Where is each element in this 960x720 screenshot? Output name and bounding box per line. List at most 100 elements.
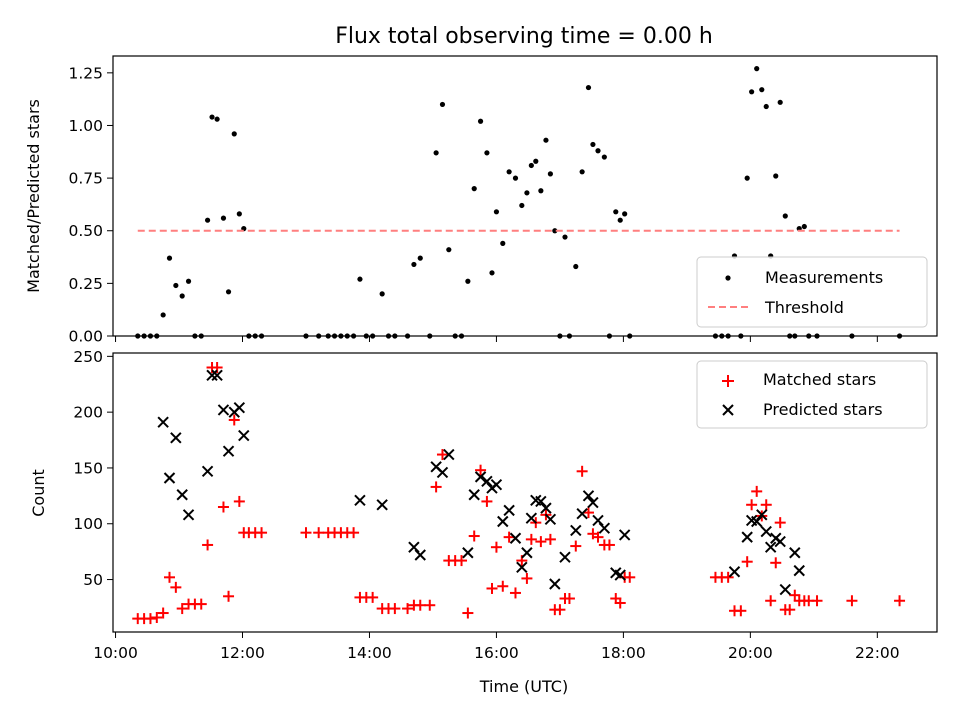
predicted-star-point (354, 494, 366, 507)
matched-star-point (735, 605, 747, 617)
measurement-point (773, 173, 779, 179)
matched-star-point (486, 582, 498, 594)
top-y-axis-label: Matched/Predicted stars (24, 99, 43, 293)
matched-star-point (846, 595, 858, 607)
matched-star-point (603, 539, 615, 551)
predicted-star-point (779, 583, 791, 596)
measurement-point (763, 103, 769, 110)
matched-star-point (313, 527, 325, 539)
y-tick-label: 0.75 (68, 170, 103, 188)
matched-star-point (348, 527, 360, 539)
measurement-point (411, 261, 417, 268)
matched-star-point (468, 530, 480, 542)
measurement-point (209, 114, 215, 120)
matched-star-point (436, 449, 448, 461)
matched-star-point (176, 603, 188, 615)
predicted-star-point (576, 507, 588, 520)
matched-star-point (770, 557, 782, 569)
measurement-point (533, 158, 539, 164)
matched-star-point (774, 517, 786, 529)
predicted-star-point (481, 475, 493, 488)
measurement-point (579, 169, 585, 175)
top-legend: Measurements Threshold (696, 256, 928, 328)
measurement-point (160, 312, 166, 318)
matched-star-point (402, 603, 414, 615)
top-chart-title: Flux total observing time = 0.00 h (335, 24, 713, 49)
x-tick-label: 18:00 (601, 644, 646, 662)
matched-star-point (789, 589, 801, 601)
predicted-star-point (176, 489, 188, 501)
y-tick-label: 100 (73, 515, 103, 533)
matched-star-point (503, 531, 515, 543)
measurement-point (519, 202, 525, 209)
predicted-star-point (570, 524, 582, 537)
measurement-point (477, 118, 484, 124)
matched-star-point (765, 595, 777, 607)
matched-star-point (746, 499, 758, 511)
predicted-star-point (206, 369, 218, 382)
measurement-point (601, 154, 607, 160)
measurement-point (506, 169, 512, 175)
matched-star-point (497, 580, 509, 592)
measurement-point (471, 186, 477, 192)
predicted-star-point (764, 541, 777, 553)
predicted-star-point (618, 529, 631, 541)
predicted-star-point (503, 504, 515, 517)
measurement-point (166, 255, 173, 261)
y-tick-label: 0.00 (68, 328, 103, 346)
y-tick-label: 1.00 (68, 117, 103, 135)
x-tick-label: 14:00 (347, 644, 392, 662)
x-tick-label: 20:00 (728, 644, 773, 662)
predicted-star-point (774, 535, 786, 548)
matched-star-point (554, 604, 566, 616)
matched-star-point (509, 587, 521, 599)
y-tick-label: 150 (73, 459, 103, 477)
predicted-star-point (414, 549, 426, 561)
legend-label-matched-stars: Matched stars (763, 370, 876, 389)
matched-star-point (195, 598, 207, 610)
x-axis-label: Time (UTC) (479, 677, 568, 696)
measurement-point (562, 234, 568, 240)
predicted-star-point (521, 547, 533, 559)
predicted-star-point (217, 404, 230, 416)
predicted-star-point (376, 499, 388, 511)
matched-star-point (256, 527, 268, 539)
matched-star-point (217, 501, 229, 513)
matched-star-point (163, 571, 175, 583)
predicted-star-point (544, 513, 557, 525)
measurement-point (782, 213, 788, 219)
measurement-point (585, 84, 592, 91)
legend-marker-measurements (725, 275, 731, 281)
measurement-point (493, 209, 500, 215)
matched-star-point (592, 531, 604, 543)
measurement-point (379, 291, 385, 297)
predicted-star-point (468, 489, 480, 501)
predicted-star-point (497, 515, 509, 528)
matched-star-point (233, 495, 245, 507)
matched-star-point (475, 464, 487, 476)
matched-star-point (784, 604, 796, 616)
predicted-star-point (592, 514, 604, 527)
matched-star-point (202, 539, 214, 551)
predicted-star-point (509, 532, 522, 544)
measurement-point (754, 66, 760, 72)
predicted-star-point (751, 515, 763, 528)
matched-star-point (300, 527, 312, 539)
measurement-point (231, 131, 237, 137)
measurement-point (236, 211, 242, 217)
matched-star-point (624, 571, 636, 583)
matched-star-point (760, 499, 772, 511)
matched-star-point (570, 540, 582, 552)
measurement-point (446, 247, 452, 253)
bottom-panel: 50 100 150 200 250 10:00 12:00 14:00 16:00 18:00 2… (73, 348, 938, 662)
axes-frame (112, 352, 938, 633)
predicted-star-point (163, 472, 176, 484)
predicted-star-point (182, 509, 195, 521)
y-tick-label: 1.25 (68, 64, 103, 82)
x-tick-label: 16:00 (474, 644, 519, 662)
matched-star-point (614, 597, 626, 609)
predicted-star-point (170, 432, 182, 444)
axes-frame (112, 55, 938, 337)
measurement-point (590, 141, 596, 148)
